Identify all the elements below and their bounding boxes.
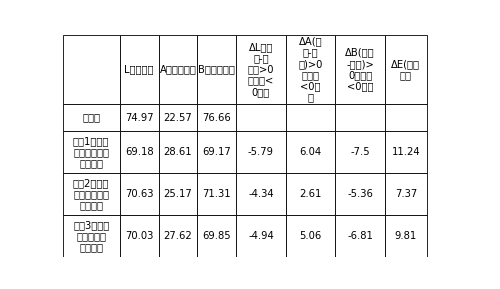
Text: 28.61: 28.61 (164, 147, 192, 157)
Text: 11.24: 11.24 (392, 147, 420, 157)
Bar (286, 131, 336, 173)
Text: -4.94: -4.94 (248, 231, 274, 241)
Text: -5.79: -5.79 (248, 147, 274, 157)
Bar (120, 131, 158, 173)
Text: 9.81: 9.81 (394, 231, 417, 241)
Text: 71.31: 71.31 (202, 189, 231, 199)
Text: A（红、绿）: A（红、绿） (160, 64, 196, 74)
Bar (385, 131, 427, 173)
Bar (158, 104, 198, 131)
Bar (336, 35, 385, 104)
Text: ΔA(样
品-标
样)>0
偏红，
<0偏
绿: ΔA(样 品-标 样)>0 偏红， <0偏 绿 (298, 36, 322, 102)
Text: 2.61: 2.61 (300, 189, 322, 199)
Bar (286, 35, 336, 104)
Text: -6.81: -6.81 (347, 231, 373, 241)
Text: ΔL（样
品-标
样）>0
偏浅，<
0偏深: ΔL（样 品-标 样）>0 偏浅，< 0偏深 (248, 42, 274, 97)
Bar (62, 173, 120, 215)
Text: 69.85: 69.85 (202, 231, 231, 241)
Text: 74.97: 74.97 (125, 112, 154, 123)
Text: -7.5: -7.5 (350, 147, 370, 157)
Bar (158, 131, 198, 173)
Bar (236, 35, 286, 104)
Bar (336, 104, 385, 131)
Bar (236, 173, 286, 215)
Text: 6.04: 6.04 (300, 147, 322, 157)
Bar (236, 215, 286, 257)
Bar (120, 104, 158, 131)
Text: 22.57: 22.57 (164, 112, 192, 123)
Bar (158, 173, 198, 215)
Bar (286, 215, 336, 257)
Bar (198, 131, 236, 173)
Text: 25.17: 25.17 (164, 189, 192, 199)
Bar (62, 35, 120, 104)
Bar (385, 104, 427, 131)
Bar (158, 35, 198, 104)
Text: ΔE(色差
值）: ΔE(色差 值） (392, 59, 420, 80)
Text: 5.06: 5.06 (300, 231, 322, 241)
Text: 样品3（小分
子和高分子
一起加）: 样品3（小分 子和高分子 一起加） (73, 220, 110, 252)
Text: ΔB(样品
-标样)>
0偏黄，
<0偏绿: ΔB(样品 -标样)> 0偏黄， <0偏绿 (346, 47, 375, 91)
Text: -4.34: -4.34 (248, 189, 274, 199)
Text: 样品1（先加
高分子，后加
小分子）: 样品1（先加 高分子，后加 小分子） (73, 136, 110, 168)
Bar (236, 104, 286, 131)
Bar (120, 173, 158, 215)
Bar (158, 215, 198, 257)
Text: 76.66: 76.66 (202, 112, 231, 123)
Bar (198, 35, 236, 104)
Bar (120, 35, 158, 104)
Bar (286, 104, 336, 131)
Text: 70.03: 70.03 (125, 231, 154, 241)
Bar (336, 131, 385, 173)
Bar (385, 215, 427, 257)
Bar (336, 173, 385, 215)
Text: 70.63: 70.63 (125, 189, 154, 199)
Bar (385, 173, 427, 215)
Text: 27.62: 27.62 (164, 231, 192, 241)
Bar (198, 104, 236, 131)
Bar (198, 173, 236, 215)
Bar (286, 173, 336, 215)
Bar (236, 131, 286, 173)
Text: -5.36: -5.36 (347, 189, 373, 199)
Text: B（黄、兰）: B（黄、兰） (198, 64, 235, 74)
Text: 样品2（先加
小分子，后加
高分子）: 样品2（先加 小分子，后加 高分子） (73, 178, 110, 210)
Bar (120, 215, 158, 257)
Text: 69.18: 69.18 (125, 147, 154, 157)
Text: 69.17: 69.17 (202, 147, 231, 157)
Bar (336, 215, 385, 257)
Text: 标准样: 标准样 (82, 112, 100, 123)
Bar (198, 215, 236, 257)
Bar (385, 35, 427, 104)
Bar (62, 131, 120, 173)
Text: L（深度）: L（深度） (124, 64, 154, 74)
Text: 7.37: 7.37 (394, 189, 417, 199)
Bar (62, 104, 120, 131)
Bar (62, 215, 120, 257)
